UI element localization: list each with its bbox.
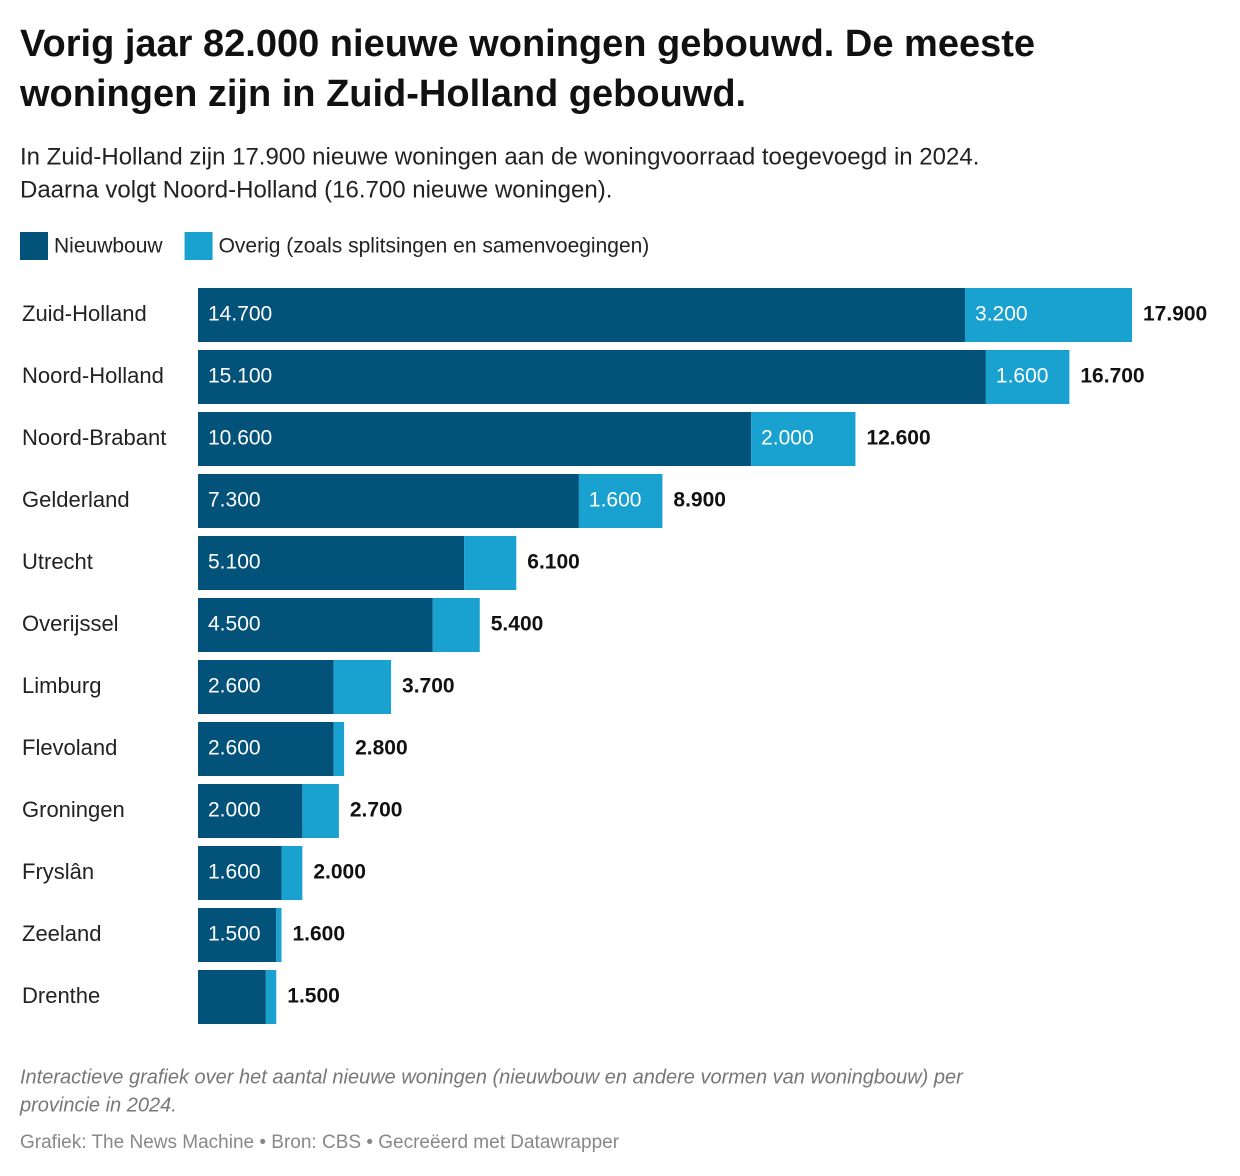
note: provincie in 2024. bbox=[19, 1094, 177, 1116]
bar-segment bbox=[198, 722, 334, 776]
total-label: 8.900 bbox=[673, 489, 726, 512]
legend-label: Overig (zoals splitsingen en samenvoegin… bbox=[219, 235, 650, 258]
subtitle: In Zuid-Holland zijn 17.900 nieuwe wonin… bbox=[20, 143, 979, 170]
category-label: Gelderland bbox=[22, 487, 130, 512]
bar-segment bbox=[281, 846, 303, 900]
bar-segment bbox=[985, 350, 1070, 404]
total-label: 5.400 bbox=[491, 613, 544, 636]
value-label: 10.600 bbox=[208, 427, 272, 450]
total-label: 1.500 bbox=[287, 985, 340, 1008]
value-label: 2.600 bbox=[208, 737, 261, 760]
category-label: Limburg bbox=[22, 673, 101, 698]
bar-segment bbox=[302, 784, 339, 838]
value-label: 1.500 bbox=[208, 923, 261, 946]
bar-segment bbox=[198, 908, 277, 962]
bar-segment bbox=[198, 846, 282, 900]
legend-swatch bbox=[20, 232, 48, 260]
value-label: 3.200 bbox=[975, 303, 1028, 326]
bar-segment bbox=[965, 288, 1132, 342]
credits: Grafiek: The News Machine • Bron: CBS • … bbox=[20, 1132, 620, 1153]
category-label: Groningen bbox=[22, 797, 125, 822]
total-label: 12.600 bbox=[866, 427, 930, 450]
value-label: 15.100 bbox=[208, 365, 272, 388]
value-label: 1.600 bbox=[589, 489, 642, 512]
value-label: 1.600 bbox=[208, 861, 261, 884]
category-label: Overijssel bbox=[22, 611, 119, 636]
category-label: Zuid-Holland bbox=[22, 301, 147, 326]
bar-segment bbox=[333, 722, 345, 776]
total-label: 3.700 bbox=[402, 675, 455, 698]
total-label: 16.700 bbox=[1080, 365, 1144, 388]
chart-title: woningen zijn in Zuid-Holland gebouwd. bbox=[19, 73, 746, 115]
chart-title: Vorig jaar 82.000 nieuwe woningen gebouw… bbox=[20, 23, 1035, 65]
bar-segment bbox=[464, 536, 517, 590]
category-label: Flevoland bbox=[22, 735, 117, 760]
category-label: Fryslân bbox=[22, 859, 94, 884]
bar-segment bbox=[333, 660, 392, 714]
bar-segment bbox=[265, 970, 277, 1024]
value-label: 1.600 bbox=[996, 365, 1049, 388]
legend-swatch bbox=[184, 232, 213, 260]
bar-segment bbox=[198, 536, 465, 590]
total-label: 2.700 bbox=[350, 799, 403, 822]
bar-segment bbox=[198, 350, 986, 404]
bar-segment bbox=[198, 598, 433, 652]
bar-segment bbox=[198, 784, 303, 838]
total-label: 2.000 bbox=[313, 861, 366, 884]
bar-segment bbox=[198, 970, 266, 1024]
total-label: 1.600 bbox=[292, 923, 345, 946]
value-label: 2.000 bbox=[208, 799, 261, 822]
bar-segment bbox=[198, 660, 334, 714]
value-label: 4.500 bbox=[208, 613, 261, 636]
category-label: Noord-Brabant bbox=[22, 425, 166, 450]
legend-label: Nieuwbouw bbox=[54, 235, 163, 258]
subtitle: Daarna volgt Noord-Holland (16.700 nieuw… bbox=[20, 176, 612, 203]
bar-segment bbox=[751, 412, 856, 466]
bar-segment bbox=[276, 908, 282, 962]
bar-segment bbox=[198, 288, 966, 342]
bar-segment bbox=[198, 474, 579, 528]
bar-segment bbox=[198, 412, 752, 466]
value-label: 7.300 bbox=[208, 489, 261, 512]
total-label: 17.900 bbox=[1143, 303, 1207, 326]
value-label: 2.000 bbox=[761, 427, 814, 450]
value-label: 2.600 bbox=[208, 675, 261, 698]
value-label: 14.700 bbox=[208, 303, 272, 326]
total-label: 2.800 bbox=[355, 737, 408, 760]
note: Interactieve grafiek over het aantal nie… bbox=[20, 1066, 964, 1088]
category-label: Zeeland bbox=[22, 921, 102, 946]
bar-segment bbox=[432, 598, 480, 652]
category-label: Drenthe bbox=[22, 983, 100, 1008]
bar-segment bbox=[578, 474, 663, 528]
category-label: Utrecht bbox=[22, 549, 93, 574]
value-label: 5.100 bbox=[208, 551, 261, 574]
category-label: Noord-Holland bbox=[22, 363, 164, 388]
total-label: 6.100 bbox=[527, 551, 580, 574]
